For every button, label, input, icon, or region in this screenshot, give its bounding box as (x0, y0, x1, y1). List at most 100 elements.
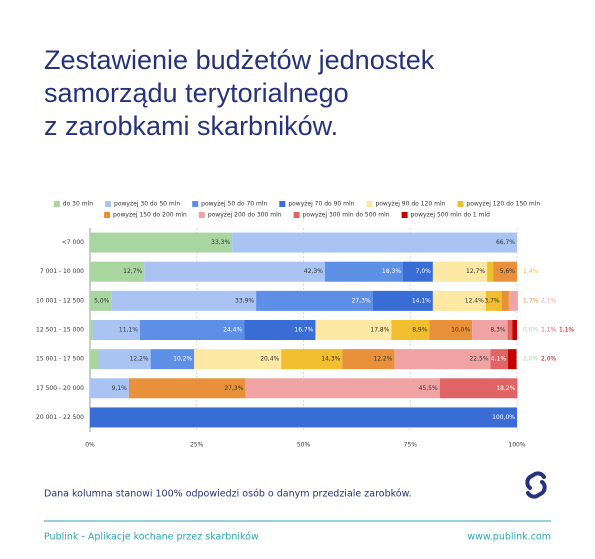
bar-segment (90, 232, 233, 253)
value-label: 12,7% (466, 268, 485, 275)
x-tick-label: 25% (190, 442, 204, 449)
value-label: 17,8% (370, 327, 389, 334)
bar-segment (139, 320, 245, 340)
bar-segment (493, 261, 517, 282)
value-label: 18,2% (496, 385, 515, 392)
value-label: 12,4% (465, 297, 484, 304)
value-label: 8,9% (412, 327, 428, 334)
bar-segment (232, 232, 518, 253)
value-label: 16,7% (294, 327, 313, 334)
legend-label: powyżej 90 do 120 mln (375, 201, 445, 208)
y-tick-label: 20 001 - 22 500 (36, 414, 84, 421)
bar-segment (324, 261, 403, 282)
y-tick-label: 15 001 - 17 500 (36, 356, 84, 363)
footer-right: www.publink.com (467, 532, 551, 543)
legend-label: powyżej 150 do 200 mln (113, 212, 187, 219)
value-label: 3,7% (484, 297, 500, 304)
value-label: 12,2% (373, 356, 392, 363)
title-line: z zarobkami skarbników. (44, 111, 338, 141)
bar-segment (144, 261, 325, 282)
bar-segment (342, 349, 395, 370)
bar-segment (429, 320, 473, 340)
legend-label: powyżej 120 do 150 mln (466, 201, 540, 208)
bar-segment (394, 349, 491, 370)
legend-swatch (53, 201, 60, 207)
value-label: 27,3% (224, 385, 243, 392)
bar-segment (432, 261, 488, 282)
bar-segment (244, 320, 316, 340)
legend-label: powyżej 50 do 70 mln (201, 201, 267, 208)
bar-segment (507, 320, 513, 340)
bar-segment (281, 349, 343, 370)
bar-segment (508, 290, 518, 311)
value-label: 10,2% (173, 356, 192, 363)
value-label: 100,0% (492, 414, 515, 421)
value-label: 10,0% (451, 327, 470, 334)
value-label: 66,7% (496, 239, 515, 246)
bar-segment (439, 378, 518, 399)
y-tick-label: 10 001 - 12 500 (36, 297, 84, 304)
value-label: 45,5% (419, 385, 438, 392)
y-tick-label: 12 501 - 15 000 (36, 327, 84, 334)
value-label: 5,6% (500, 268, 516, 275)
legend-swatch (104, 212, 111, 218)
legend-swatch (192, 201, 199, 207)
value-label: 2,1% (541, 297, 557, 304)
bar-segment (111, 290, 257, 311)
legend-swatch (198, 212, 205, 218)
bar-segment (391, 320, 430, 340)
logo (525, 471, 547, 499)
note: Dana kolumna stanowi 100% odpowiedzi osó… (44, 489, 412, 500)
legend-swatch (279, 201, 286, 207)
title-line: Zestawienie budżetów jednostek (44, 45, 435, 75)
value-label: 27,3% (352, 297, 371, 304)
value-label: 42,3% (304, 268, 323, 275)
legend-label: powyżej 70 do 90 mln (288, 201, 354, 208)
chart: do 30 mln powyżej 30 do 50 mln powyżej 50 … (36, 201, 575, 449)
bar-segment (485, 290, 502, 311)
bar-segment (90, 349, 99, 370)
value-label: 24,4% (223, 327, 242, 334)
legend-label: powyżej 300 mln do 500 mln (303, 212, 390, 219)
bar-segment (128, 378, 246, 399)
value-label: 7,0% (416, 268, 432, 275)
value-label: 12,2% (130, 356, 149, 363)
title-line: samorządu terytorialnego (44, 78, 349, 108)
value-label: 11,1% (119, 327, 138, 334)
bar-segment (90, 320, 93, 340)
bar-segment (92, 320, 140, 340)
value-label: 8,3% (490, 327, 506, 334)
value-label: 33,9% (235, 297, 254, 304)
value-label: 14,1% (412, 297, 431, 304)
y-tick-label: <7 000 (62, 239, 84, 246)
x-tick-label: 0% (85, 442, 95, 449)
legend-swatch (293, 212, 300, 218)
bar-segment (315, 320, 392, 340)
value-label: 5,0% (94, 297, 110, 304)
bar-segment (372, 290, 433, 311)
bar-segment (194, 349, 282, 370)
bar-segment (90, 378, 129, 399)
legend-label: powyżej 500 mln do 1 mld (411, 212, 491, 219)
value-label: 9,1% (112, 385, 128, 392)
bar-segment (512, 320, 517, 340)
footer-left: Publink - Aplikacje kochane przez skarbn… (44, 532, 259, 543)
value-label: 22,5% (469, 356, 488, 363)
bar-segment (90, 290, 112, 311)
value-label: 1,1% (559, 327, 575, 334)
bar-segment (90, 261, 145, 282)
value-label: 12,7% (123, 268, 142, 275)
bar-segment (402, 261, 433, 282)
x-tick-label: 100% (508, 442, 525, 449)
x-tick-label: 75% (404, 442, 418, 449)
bar-segment (245, 378, 440, 399)
value-label: 4,1% (491, 356, 507, 363)
legend-label: do 30 mln (63, 201, 93, 208)
bar-segment (508, 349, 517, 370)
value-label: 1,1% (541, 327, 557, 334)
value-label: 14,3% (321, 356, 340, 363)
bar-segment (487, 261, 494, 282)
bar-segment (150, 349, 195, 370)
value-label: 18,3% (382, 268, 401, 275)
